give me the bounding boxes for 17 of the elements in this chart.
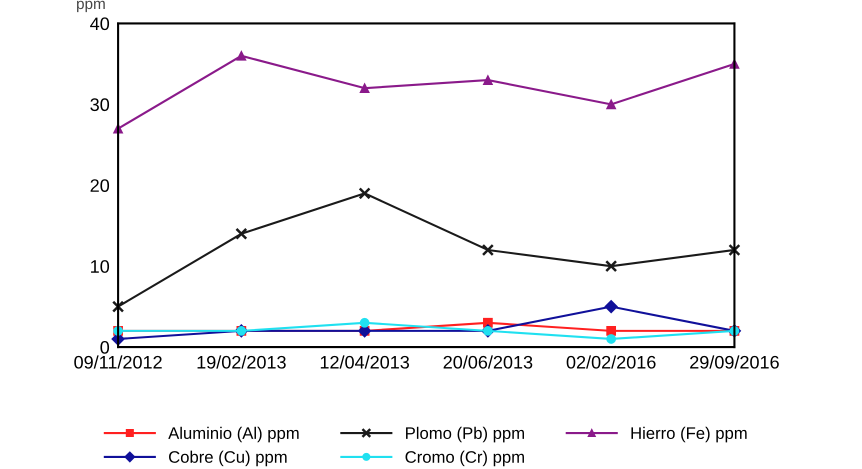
- y-tick-label: 0: [100, 340, 110, 354]
- legend-label: Plomo (Pb) ppm: [406, 426, 524, 442]
- legend-label: Cobre (Cu) ppm: [169, 450, 287, 466]
- y-axis-title: ppm: [77, 0, 105, 12]
- y-tick-label: 10: [91, 260, 110, 273]
- x-tick-label: 02/02/2016: [566, 355, 656, 369]
- x-tick-label: 29/09/2016: [690, 355, 779, 369]
- x-tick-label: 12/04/2013: [320, 355, 410, 369]
- x-tick-label: 19/02/2013: [198, 355, 286, 369]
- y-tick-label: 20: [90, 179, 110, 192]
- x-tick-label: 20/06/2013: [444, 355, 532, 369]
- legend-label: Hierro (Fe) ppm: [631, 426, 747, 442]
- x-tick-label: 09/11/2012: [74, 355, 162, 369]
- y-tick-label: 40: [90, 17, 110, 30]
- legend-label: Cromo (Cr) ppm: [406, 450, 524, 466]
- legend-label: Aluminio (Al) ppm: [168, 426, 299, 442]
- y-tick-label: 30: [90, 98, 110, 112]
